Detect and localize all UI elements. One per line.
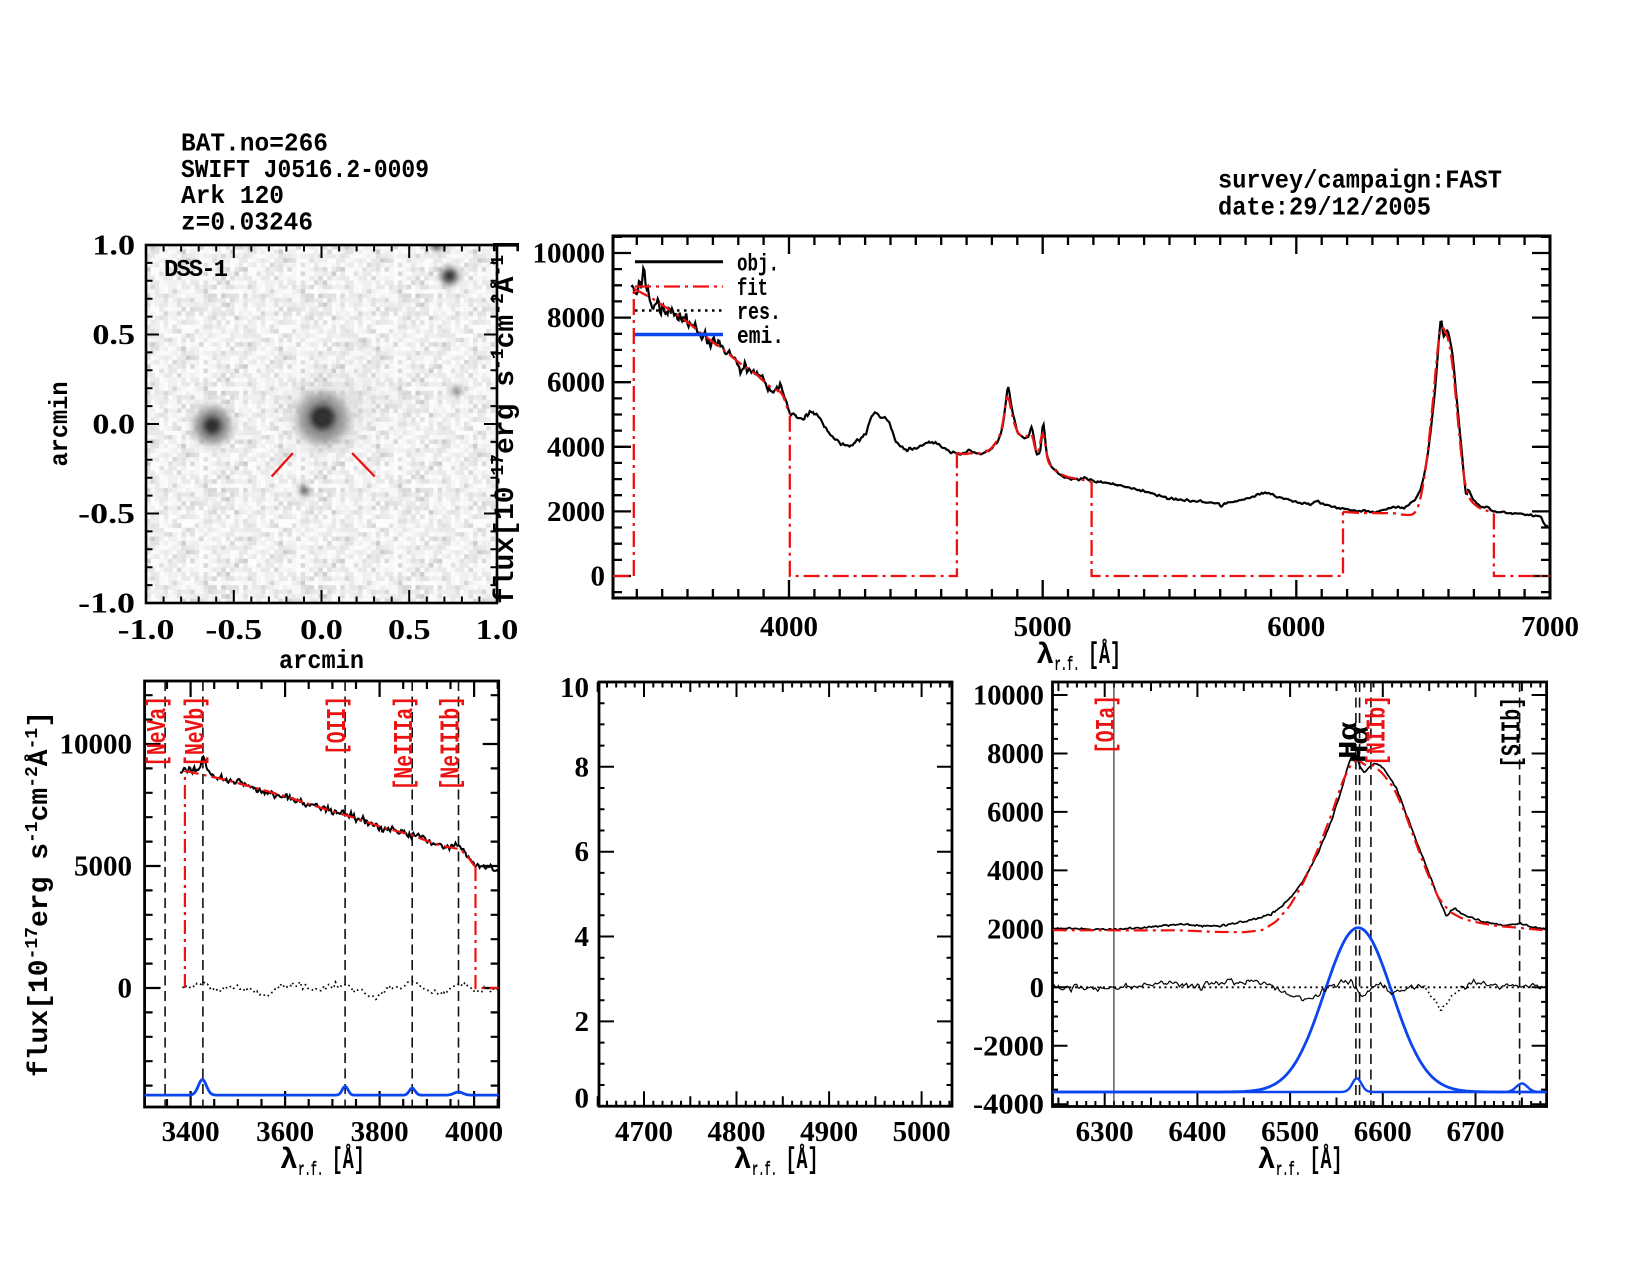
svg-text:-4000: -4000 xyxy=(973,1090,1044,1121)
svg-text:0: 0 xyxy=(575,1084,590,1115)
svg-text:[Å]: [Å] xyxy=(332,1144,365,1178)
svg-text:0: 0 xyxy=(591,562,606,593)
svg-text:4900: 4900 xyxy=(800,1117,858,1148)
svg-text:4: 4 xyxy=(575,922,590,953)
svg-text:-0.5: -0.5 xyxy=(205,615,262,646)
svg-text:10000: 10000 xyxy=(533,239,606,270)
svg-text:r.f.: r.f. xyxy=(1055,654,1080,676)
svg-text:8000: 8000 xyxy=(987,739,1044,770)
svg-text:10000: 10000 xyxy=(60,730,133,761)
svg-text:-1.0: -1.0 xyxy=(78,589,135,620)
svg-text:8000: 8000 xyxy=(547,303,605,334)
svg-text:[SIIb]: [SIIb] xyxy=(1499,697,1529,768)
svg-text:0.0: 0.0 xyxy=(300,615,343,646)
svg-text:-0.5: -0.5 xyxy=(78,499,135,530)
svg-text:6400: 6400 xyxy=(1168,1117,1226,1148)
svg-text:1.0: 1.0 xyxy=(92,231,135,262)
svg-text:date:29/12/2005: date:29/12/2005 xyxy=(1218,193,1431,223)
svg-text:DSS-1: DSS-1 xyxy=(164,257,228,284)
svg-text:2000: 2000 xyxy=(987,914,1044,945)
svg-text:4700: 4700 xyxy=(615,1117,673,1148)
svg-text:3600: 3600 xyxy=(256,1117,314,1148)
svg-text:flux[10-17erg s-1cm-2Å-1]: flux[10-17erg s-1cm-2Å-1] xyxy=(23,711,56,1077)
svg-text:[Å]: [Å] xyxy=(1088,639,1121,673)
svg-text:survey/campaign:FAST: survey/campaign:FAST xyxy=(1218,166,1502,196)
svg-text:SWIFT J0516.2-0009: SWIFT J0516.2-0009 xyxy=(181,155,429,185)
svg-text:0.5: 0.5 xyxy=(388,615,431,646)
svg-text:λ: λ xyxy=(280,1144,298,1178)
svg-text:4800: 4800 xyxy=(708,1117,766,1148)
svg-text:[OIa]: [OIa] xyxy=(1093,695,1123,754)
svg-text:[Å]: [Å] xyxy=(1310,1144,1343,1178)
svg-text:6000: 6000 xyxy=(1267,612,1325,643)
svg-text:6700: 6700 xyxy=(1447,1117,1505,1148)
svg-text:4000: 4000 xyxy=(547,432,605,463)
svg-text:[NIIb]: [NIIb] xyxy=(1364,695,1394,766)
svg-text:3800: 3800 xyxy=(351,1117,409,1148)
svg-text:λ: λ xyxy=(734,1144,752,1178)
svg-text:4000: 4000 xyxy=(987,856,1044,887)
svg-text:emi.: emi. xyxy=(737,324,784,351)
svg-text:5000: 5000 xyxy=(74,852,132,883)
svg-text:[NeIIIa]: [NeIIIa] xyxy=(391,696,421,790)
svg-text:[Å]: [Å] xyxy=(786,1144,819,1178)
svg-text:λ: λ xyxy=(1258,1144,1276,1178)
svg-text:10: 10 xyxy=(560,673,589,704)
svg-text:Hα: Hα xyxy=(1346,726,1376,763)
svg-text:r.f.: r.f. xyxy=(298,1159,323,1181)
svg-text:z=0.03246: z=0.03246 xyxy=(181,208,313,238)
svg-text:6300: 6300 xyxy=(1076,1117,1134,1148)
svg-text:r.f.: r.f. xyxy=(1276,1159,1301,1181)
svg-text:0.0: 0.0 xyxy=(92,410,135,441)
svg-text:8: 8 xyxy=(575,752,590,783)
svg-text:5000: 5000 xyxy=(893,1117,951,1148)
svg-text:6500: 6500 xyxy=(1261,1117,1319,1148)
svg-text:[OII]: [OII] xyxy=(324,696,354,755)
svg-text:6000: 6000 xyxy=(547,368,605,399)
svg-text:-2000: -2000 xyxy=(973,1031,1044,1062)
svg-text:4000: 4000 xyxy=(760,612,818,643)
svg-text:λ: λ xyxy=(1036,639,1054,673)
svg-text:0: 0 xyxy=(118,974,133,1005)
svg-text:res.: res. xyxy=(737,300,781,327)
svg-text:flux[10-17erg s-1cm-2Å-1]: flux[10-17erg s-1cm-2Å-1] xyxy=(489,238,522,604)
svg-text:2000: 2000 xyxy=(547,497,605,528)
svg-text:[NeIIIb]: [NeIIIb] xyxy=(438,696,468,790)
svg-text:Hα: Hα xyxy=(1334,722,1364,759)
svg-text:7000: 7000 xyxy=(1521,612,1579,643)
svg-text:[NeVa]: [NeVa] xyxy=(144,696,174,767)
svg-text:arcmin: arcmin xyxy=(45,382,75,467)
svg-text:obj.: obj. xyxy=(737,251,779,278)
svg-text:fit: fit xyxy=(737,276,768,303)
svg-text:5000: 5000 xyxy=(1014,612,1072,643)
svg-text:10000: 10000 xyxy=(973,681,1044,712)
svg-text:1.0: 1.0 xyxy=(476,615,519,646)
svg-text:arcmin: arcmin xyxy=(279,646,364,676)
svg-text:6: 6 xyxy=(575,837,590,868)
svg-text:2: 2 xyxy=(575,1007,590,1038)
svg-text:[NeVb]: [NeVb] xyxy=(182,696,212,767)
svg-text:4000: 4000 xyxy=(445,1117,503,1148)
svg-text:0: 0 xyxy=(1030,973,1044,1004)
svg-text:0.5: 0.5 xyxy=(92,320,135,351)
svg-text:3400: 3400 xyxy=(162,1117,220,1148)
svg-text:-1.0: -1.0 xyxy=(118,615,175,646)
svg-text:Ark 120: Ark 120 xyxy=(181,181,284,211)
svg-text:6600: 6600 xyxy=(1354,1117,1412,1148)
svg-text:BAT.no=266: BAT.no=266 xyxy=(181,129,328,159)
svg-text:r.f.: r.f. xyxy=(752,1159,777,1181)
svg-text:6000: 6000 xyxy=(987,797,1044,828)
